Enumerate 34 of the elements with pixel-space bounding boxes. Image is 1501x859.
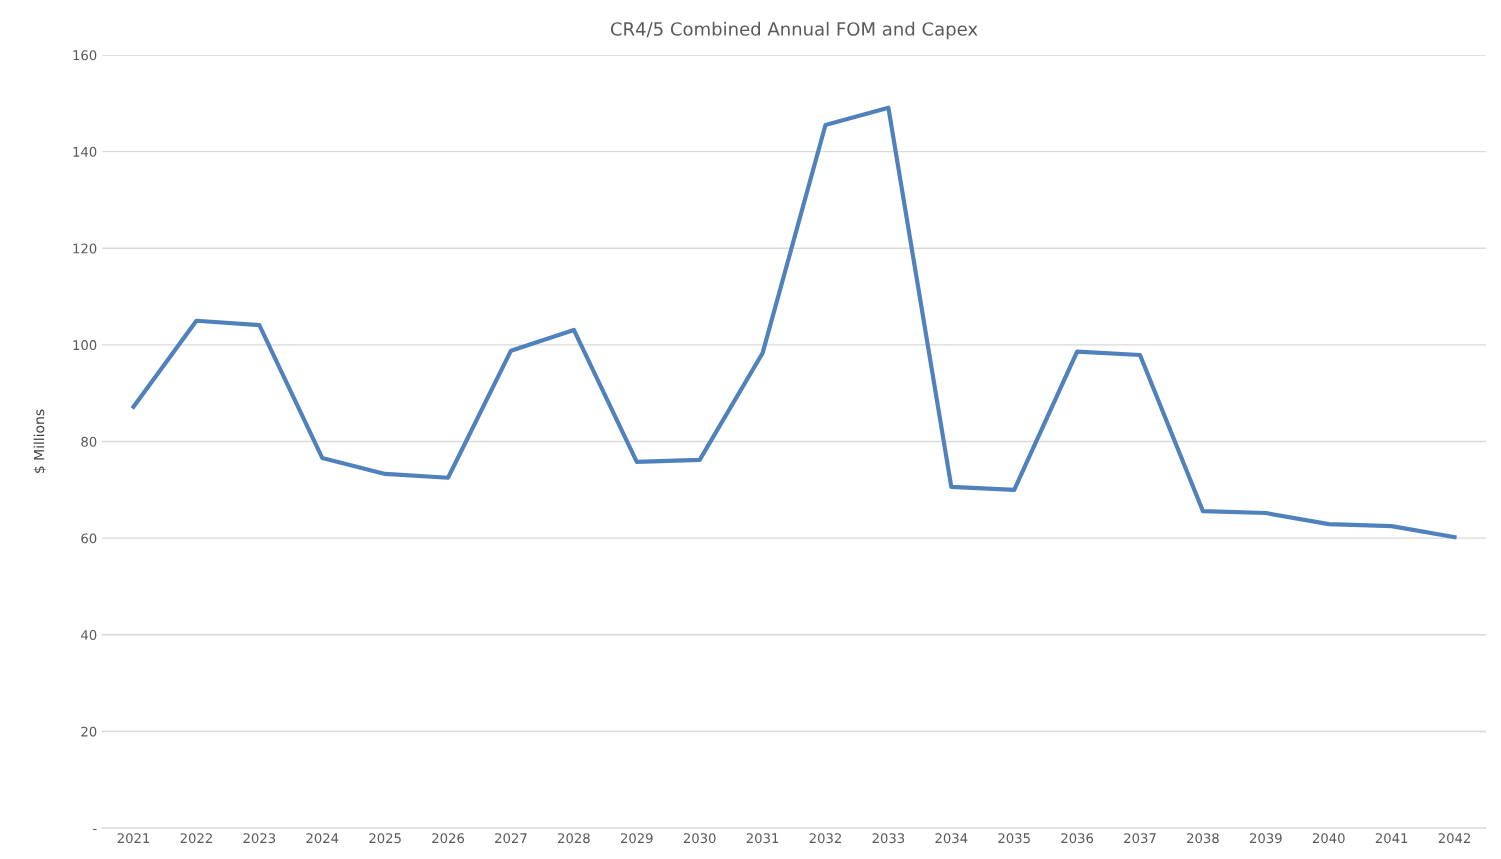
x-tick-label: 2026: [432, 833, 465, 844]
x-tick-label: 2039: [1250, 833, 1282, 844]
x-tick-label: 2022: [180, 833, 212, 844]
x-tick-label: 2042: [1438, 833, 1471, 844]
x-tick-label: 2030: [683, 833, 716, 844]
x-tick-label: 2029: [620, 833, 653, 844]
x-tick-label: 2040: [1312, 833, 1345, 844]
x-tick-label: 2031: [746, 833, 779, 844]
x-tick-label: 2028: [558, 833, 590, 844]
y-tick-label: 20: [81, 726, 97, 737]
x-tick-label: 2021: [117, 833, 150, 844]
x-tick-label: 2025: [369, 833, 401, 844]
x-tick-label: 2027: [495, 833, 527, 844]
x-tick-label: 2038: [1187, 833, 1219, 844]
x-tick-label: 2032: [809, 833, 841, 844]
x-tick-label: 2041: [1375, 833, 1408, 844]
y-tick-label: -: [93, 828, 97, 830]
y-tick-label: 60: [81, 533, 97, 544]
x-tick-label: 2023: [243, 833, 276, 844]
y-tick-label: 140: [73, 146, 97, 157]
y-tick-label: 120: [73, 243, 97, 254]
x-tick-label: 2034: [935, 833, 968, 844]
y-tick-label: 100: [73, 340, 97, 351]
chart-title: CR4/5 Combined Annual FOM and Capex: [610, 21, 978, 40]
x-tick-label: 2033: [872, 833, 905, 844]
y-axis-title: $ Millions: [33, 409, 47, 473]
x-tick-label: 2035: [998, 833, 1030, 844]
x-tick-label: 2024: [306, 833, 339, 844]
x-tick-label: 2036: [1061, 833, 1094, 844]
x-tick-label: 2037: [1124, 833, 1156, 844]
line-series: [131, 105, 1457, 540]
y-tick-label: 80: [81, 436, 97, 447]
y-tick-label: 40: [81, 630, 97, 640]
y-tick-label: 160: [73, 50, 97, 61]
